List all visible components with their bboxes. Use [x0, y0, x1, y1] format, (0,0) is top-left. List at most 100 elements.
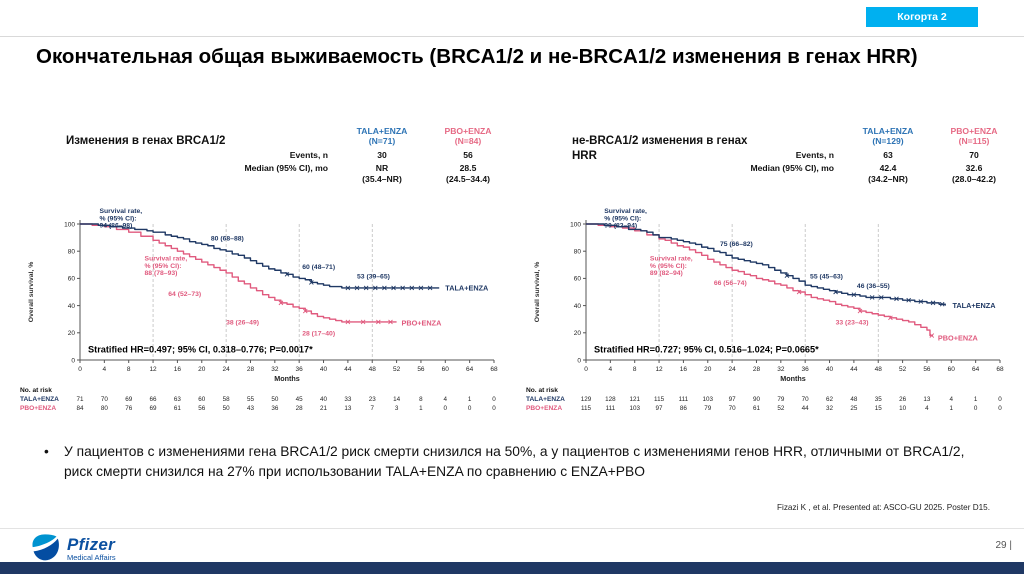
x-tick-label: 36 — [296, 366, 304, 373]
at-risk-value: 13 — [344, 405, 352, 412]
at-risk-value: 4 — [925, 405, 929, 412]
tala-median: 42.4 — [879, 163, 897, 174]
at-risk-value: 121 — [629, 396, 640, 403]
censor-mark — [918, 299, 924, 304]
y-tick-label: 0 — [577, 357, 581, 364]
at-risk-value: 26 — [899, 396, 907, 403]
at-risk-value: 69 — [125, 396, 133, 403]
tala-median-value: 42.4 (34.2–NR) — [844, 163, 932, 184]
stats-table-hrr: TALA+ENZA (N=129) PBO+ENZA (N=115) Event… — [750, 126, 1016, 204]
survival-annotation: 55 (45–63) — [810, 273, 843, 280]
pfizer-logo-text: Pfizer Medical Affairs — [67, 535, 116, 562]
at-risk-value: 3 — [395, 405, 399, 412]
censor-mark — [833, 289, 838, 295]
x-tick-label: 20 — [704, 366, 712, 373]
at-risk-value: 61 — [753, 405, 761, 412]
x-tick-label: 56 — [417, 366, 425, 373]
at-risk-value: 70 — [729, 405, 737, 412]
at-risk-value: 86 — [680, 405, 688, 412]
x-tick-label: 8 — [127, 366, 131, 373]
survival-annotation: Survival rate,% (95% CI): 94 (86–98) — [99, 208, 142, 229]
censor-mark — [906, 297, 911, 303]
survival-annotation: 28 (17–40) — [302, 331, 335, 338]
pfizer-division: Medical Affairs — [67, 552, 116, 562]
curve-label: PBO+ENZA — [401, 319, 442, 328]
x-tick-label: 56 — [923, 366, 931, 373]
at-risk-value: 0 — [444, 405, 448, 412]
at-risk-value: 66 — [150, 396, 158, 403]
x-axis-label: Months — [274, 374, 300, 383]
at-risk-series-label: TALA+ENZA — [526, 396, 565, 403]
x-tick-label: 16 — [680, 366, 688, 373]
events-row-label: Events, n — [795, 149, 834, 160]
censor-mark — [354, 285, 360, 291]
stats-spacer — [244, 126, 338, 147]
at-risk-value: 52 — [777, 405, 785, 412]
censor-mark — [388, 319, 393, 325]
tala-median: NR — [375, 163, 389, 174]
charts-area: Изменения в генах BRCA1/2 TALA+ENZA (N=7… — [18, 120, 1016, 416]
y-tick-label: 20 — [574, 330, 582, 337]
at-risk-value: 90 — [753, 396, 761, 403]
y-tick-label: 40 — [574, 303, 582, 310]
pfizer-brand: Pfizer — [67, 534, 116, 554]
at-risk-value: 70 — [802, 396, 810, 403]
x-tick-label: 16 — [174, 366, 182, 373]
survival-annotation: Survival rate,% (95% CI): 90 (83–94) — [604, 208, 647, 229]
pbo-header-name: PBO+ENZA — [950, 126, 998, 136]
survival-annotation: Survival rate,% (95% CI): 89 (82–94) — [650, 256, 693, 277]
censor-mark — [418, 285, 424, 291]
y-tick-label: 80 — [574, 249, 582, 256]
survival-annotation: 46 (36–55) — [857, 283, 890, 290]
tala-column-header: TALA+ENZA (N=129) — [844, 126, 932, 147]
x-tick-label: 36 — [802, 366, 810, 373]
censor-mark — [363, 285, 369, 291]
x-tick-label: 64 — [972, 366, 980, 373]
pbo-header-name: PBO+ENZA — [444, 126, 492, 136]
x-tick-label: 60 — [948, 366, 956, 373]
at-risk-value: 36 — [271, 405, 279, 412]
events-row-label: Events, n — [289, 149, 328, 160]
at-risk-value: 0 — [998, 405, 1002, 412]
at-risk-value: 28 — [296, 405, 304, 412]
at-risk-value: 60 — [198, 396, 206, 403]
y-tick-label: 80 — [68, 249, 76, 256]
at-risk-value: 1 — [950, 405, 954, 412]
at-risk-series-label: PBO+ENZA — [526, 405, 562, 412]
at-risk-series-label: PBO+ENZA — [20, 405, 56, 412]
censor-mark — [284, 272, 290, 277]
chart-head-brca: Изменения в генах BRCA1/2 TALA+ENZA (N=7… — [18, 120, 510, 204]
censor-mark — [278, 300, 284, 306]
x-tick-label: 68 — [996, 366, 1004, 373]
at-risk-value: 61 — [174, 405, 182, 412]
censor-mark — [784, 273, 790, 278]
at-risk-value: 0 — [974, 405, 978, 412]
at-risk-value: 97 — [729, 396, 737, 403]
tala-enza-curve — [80, 223, 440, 289]
x-tick-label: 4 — [609, 366, 613, 373]
censor-mark — [939, 301, 945, 307]
x-tick-label: 60 — [442, 366, 450, 373]
curve-label: TALA+ENZA — [953, 301, 997, 310]
y-tick-label: 60 — [68, 276, 76, 283]
survival-annotation: 60 (48–71) — [302, 264, 335, 271]
at-risk-title: No. at risk — [20, 387, 52, 394]
tala-header-n: (N=129) — [872, 136, 904, 147]
pbo-enza-curve — [586, 223, 934, 337]
at-risk-value: 111 — [679, 396, 689, 403]
at-risk-value: 35 — [875, 396, 883, 403]
x-tick-label: 20 — [198, 366, 206, 373]
y-tick-label: 60 — [574, 276, 582, 283]
x-tick-label: 12 — [655, 366, 663, 373]
y-tick-label: 20 — [68, 330, 76, 337]
pbo-median-ci: (28.0–42.2) — [952, 174, 996, 185]
at-risk-value: 1 — [974, 396, 978, 403]
at-risk-value: 115 — [654, 396, 665, 403]
censor-mark — [878, 295, 884, 300]
at-risk-value: 71 — [76, 396, 84, 403]
x-tick-label: 0 — [584, 366, 588, 373]
x-tick-label: 52 — [899, 366, 907, 373]
at-risk-value: 4 — [950, 396, 954, 403]
